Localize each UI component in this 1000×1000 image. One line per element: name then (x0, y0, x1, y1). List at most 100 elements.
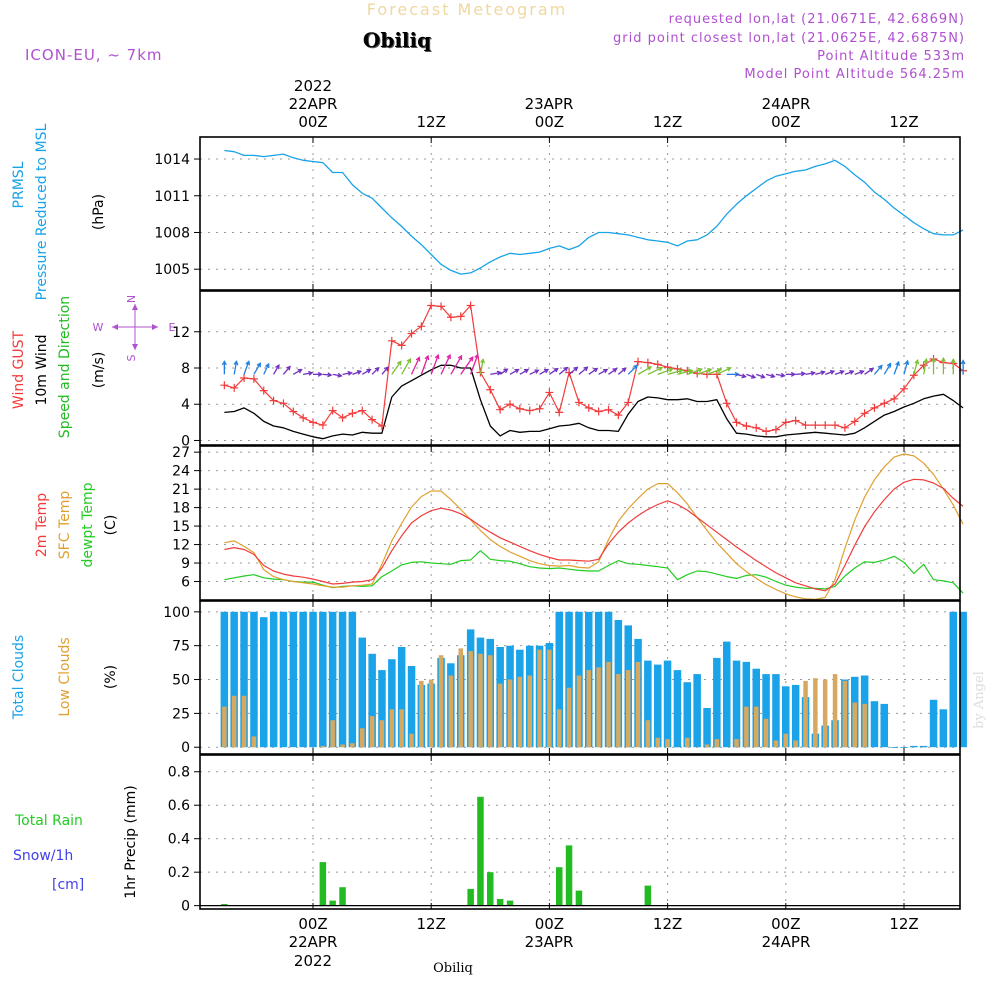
low-cloud-bar (763, 718, 769, 748)
wind-gust-marker (890, 394, 899, 403)
wind-gust-marker (594, 407, 603, 416)
low-cloud-bar (744, 706, 749, 748)
wind-direction-label: Speed and Direction (57, 296, 73, 438)
low-cloud-bar (497, 683, 503, 748)
wind-frame (199, 290, 961, 446)
clouds-frame (199, 600, 961, 755)
wind-direction-arrowhead (741, 373, 747, 379)
wind-gust-marker (555, 408, 564, 417)
wind-direction-arrowhead (868, 367, 875, 373)
wind-gust-marker (919, 361, 928, 370)
clouds-ytick-label: 100 (163, 605, 190, 621)
wind-gust-marker (397, 341, 406, 350)
wind-gust-marker (220, 381, 229, 390)
rain-bar (467, 888, 474, 906)
bottom-hour-label: 12Z (653, 915, 682, 933)
low-cloud-bar (655, 737, 660, 748)
temp-ytick-label: 12 (172, 538, 190, 554)
wind-direction-arrow (253, 362, 261, 375)
low-cloud-bar (409, 733, 414, 748)
precip-ytick-label: 0.8 (168, 765, 190, 781)
total-cloud-bar (299, 611, 307, 748)
top-hour-label: 12Z (889, 113, 918, 131)
wind-direction-arrowhead (950, 357, 956, 364)
total-cloud-bar (388, 659, 396, 748)
wind-gust-marker (722, 399, 731, 408)
temp-ytick-label: 24 (172, 464, 190, 480)
wind-direction-arrow (342, 372, 352, 375)
wind-direction-arrow (775, 373, 785, 377)
wind-direction-arrowhead (923, 357, 929, 364)
low-cloud-bar (458, 648, 463, 748)
total-cloud-bar (959, 611, 967, 748)
wind-direction-arrowhead (668, 367, 674, 373)
wind-gust-marker (831, 421, 840, 430)
wind-direction-arrow (430, 354, 439, 375)
wind-direction-arrow (805, 372, 815, 375)
total-cloud-bar (250, 611, 258, 748)
wind-direction-arrow (873, 365, 883, 375)
wind-direction-arrow (667, 369, 683, 375)
total-cloud-bar (919, 745, 928, 748)
total-cloud-bar (555, 611, 563, 748)
wind-direction-arrow (460, 356, 474, 375)
low-cloud-bar (488, 655, 493, 748)
total-clouds-label: Total Clouds (11, 635, 27, 720)
wind-direction-arrowhead (849, 370, 855, 375)
top-hour-label: 12Z (417, 113, 446, 131)
wind-gust-label: Wind GUST (11, 330, 27, 409)
wind-gust-marker (249, 374, 258, 383)
low-cloud-bar (478, 653, 483, 748)
wind-ytick-label: 8 (181, 361, 190, 377)
total-cloud-bar (319, 611, 327, 748)
wind-direction-arrowhead (931, 357, 937, 363)
low-cloud-bar (773, 740, 779, 748)
low-cloud-bar (507, 679, 513, 748)
wind-direction-arrow (883, 363, 892, 375)
total-cloud-bar (949, 611, 957, 748)
wind-direction-arrowhead (726, 367, 732, 372)
wind-direction-arrowhead (356, 370, 363, 375)
wind-direction-arrowhead (383, 366, 389, 372)
pressure-label-msl: Pressure Reduced to MSL (34, 123, 50, 300)
wind-direction-arrowhead (940, 356, 946, 363)
wind-direction-arrowhead (474, 353, 479, 359)
bottom-date-label-24apr: 24APR (762, 933, 811, 951)
low-cloud-bar (468, 651, 473, 748)
wind-direction-arrow (539, 368, 549, 375)
wind-direction-arrowhead (760, 373, 766, 379)
wind-gust-marker (850, 417, 859, 426)
total-cloud-bar (939, 709, 948, 748)
total-cloud-bar (260, 617, 268, 748)
total-cloud-bar (910, 745, 918, 748)
wind-gust-marker (240, 373, 249, 382)
temp-2m-line (224, 478, 964, 592)
wind-direction-arrow (263, 363, 270, 375)
rain-bar (221, 904, 228, 906)
low-cloud-bar (379, 720, 385, 748)
total-cloud-bar (654, 664, 662, 748)
low-cloud-bar (596, 667, 601, 748)
wind-gust-marker (653, 360, 662, 369)
wind-direction-arrow (756, 373, 765, 378)
low-cloud-bar (704, 744, 710, 748)
wind-direction-arrow (401, 358, 412, 375)
forecast-title: Forecast Meteogram (367, 0, 567, 19)
total-rain-label: Total Rain (14, 813, 83, 829)
wind-gust-marker (437, 302, 446, 311)
compass-east: E (169, 321, 176, 334)
wind-direction-arrow (913, 360, 919, 375)
wind-direction-arrow (687, 368, 702, 375)
wind-direction-arrow (824, 370, 835, 375)
wind-gust-marker (515, 404, 524, 413)
total-cloud-bar (644, 660, 652, 748)
wind-direction-arrowhead (800, 371, 807, 377)
bottom-hour-label: 00Z (535, 915, 564, 933)
wind-gust-marker (742, 421, 751, 430)
wind-gust-marker (387, 336, 396, 345)
wind-direction-arrow (499, 368, 508, 375)
wind-unit: (m/s) (91, 352, 107, 389)
rain-bar (556, 867, 563, 906)
wind-direction-arrow (706, 368, 722, 375)
wind-gust-marker (446, 313, 455, 322)
